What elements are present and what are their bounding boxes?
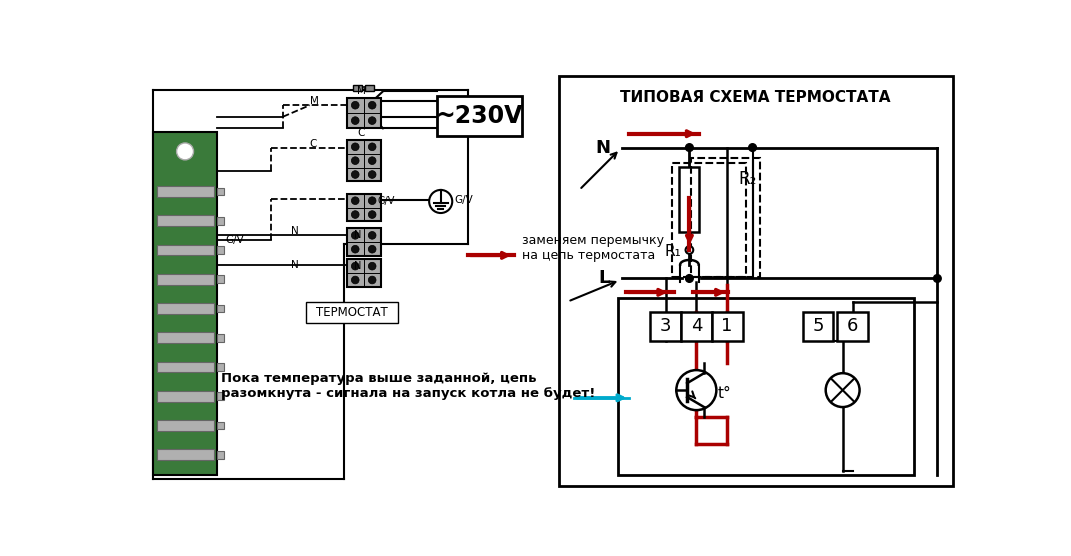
Bar <box>691 157 760 277</box>
Bar <box>712 311 742 341</box>
Text: C: C <box>310 138 317 148</box>
Bar <box>217 393 224 400</box>
Bar <box>217 334 224 341</box>
Text: 3: 3 <box>660 317 672 335</box>
Text: L: L <box>599 270 610 287</box>
Circle shape <box>351 157 359 165</box>
Bar <box>353 85 362 91</box>
Circle shape <box>351 117 359 125</box>
Circle shape <box>368 276 376 284</box>
Circle shape <box>368 231 376 239</box>
Circle shape <box>685 143 693 151</box>
Text: N: N <box>595 138 610 157</box>
Text: N: N <box>355 230 361 240</box>
Text: G/V: G/V <box>378 196 395 206</box>
Bar <box>157 186 213 197</box>
Bar <box>673 163 745 277</box>
Text: M: M <box>357 86 366 96</box>
Text: C: C <box>358 128 365 138</box>
Circle shape <box>351 245 359 253</box>
Bar <box>650 311 681 341</box>
Bar <box>157 332 213 343</box>
Bar <box>157 449 213 460</box>
Text: N: N <box>355 261 361 271</box>
Text: 6: 6 <box>847 317 858 335</box>
Circle shape <box>351 262 359 270</box>
Circle shape <box>351 143 359 151</box>
Bar <box>157 361 213 373</box>
Text: Пока температура выше заданной, цепь
разомкнута - сигнала на запуск котла не буд: Пока температура выше заданной, цепь раз… <box>222 373 595 400</box>
Circle shape <box>368 262 376 270</box>
Circle shape <box>351 276 359 284</box>
Bar <box>217 421 224 429</box>
Bar <box>217 363 224 371</box>
Bar <box>679 167 699 232</box>
Text: 5: 5 <box>812 317 824 335</box>
Circle shape <box>826 373 860 407</box>
Text: ТИПОВАЯ СХЕМА ТЕРМОСТАТА: ТИПОВАЯ СХЕМА ТЕРМОСТАТА <box>620 90 891 105</box>
Bar <box>681 311 712 341</box>
Circle shape <box>368 245 376 253</box>
Bar <box>838 311 869 341</box>
Circle shape <box>351 231 359 239</box>
Bar <box>437 96 522 136</box>
Bar <box>157 420 213 431</box>
Circle shape <box>368 211 376 219</box>
Bar <box>558 76 953 485</box>
Bar <box>217 217 224 225</box>
Text: ТЕРМОСТАТ: ТЕРМОСТАТ <box>316 306 388 319</box>
Circle shape <box>351 171 359 178</box>
Bar <box>347 140 380 181</box>
Bar <box>157 303 213 314</box>
Circle shape <box>368 157 376 165</box>
Bar <box>618 297 915 475</box>
Text: N: N <box>290 226 299 236</box>
Circle shape <box>368 171 376 178</box>
Text: 4: 4 <box>691 317 703 335</box>
Circle shape <box>368 101 376 109</box>
Text: R₁: R₁ <box>665 244 682 259</box>
Bar <box>217 451 224 459</box>
Circle shape <box>368 197 376 205</box>
Circle shape <box>368 117 376 125</box>
Text: G/V: G/V <box>225 235 244 245</box>
Bar <box>157 391 213 401</box>
Bar <box>365 85 375 91</box>
Circle shape <box>351 197 359 205</box>
Bar <box>217 246 224 254</box>
Bar <box>217 305 224 312</box>
Circle shape <box>368 143 376 151</box>
Circle shape <box>676 370 716 410</box>
Circle shape <box>934 275 941 282</box>
Text: заменяем перемычку
на цепь термостата: заменяем перемычку на цепь термостата <box>522 234 664 262</box>
Text: N: N <box>290 260 299 270</box>
Bar <box>157 274 213 285</box>
Circle shape <box>685 246 693 254</box>
Text: G/V: G/V <box>454 195 473 205</box>
Bar <box>306 301 398 323</box>
Circle shape <box>429 190 452 213</box>
Bar <box>157 215 213 226</box>
Bar <box>347 229 380 256</box>
Bar <box>347 97 380 128</box>
Text: ~230V: ~230V <box>436 104 523 128</box>
Bar <box>217 275 224 283</box>
Text: t°: t° <box>718 386 731 401</box>
Bar <box>153 132 217 475</box>
Text: R₂: R₂ <box>738 170 756 188</box>
Circle shape <box>351 211 359 219</box>
Text: M: M <box>310 96 319 106</box>
Text: 1: 1 <box>722 317 733 335</box>
Bar <box>347 259 380 287</box>
Bar <box>217 187 224 195</box>
Bar <box>347 194 380 221</box>
Circle shape <box>749 143 756 151</box>
Bar <box>802 311 833 341</box>
Circle shape <box>685 275 693 282</box>
Bar <box>157 245 213 255</box>
Circle shape <box>177 143 194 160</box>
Circle shape <box>351 101 359 109</box>
